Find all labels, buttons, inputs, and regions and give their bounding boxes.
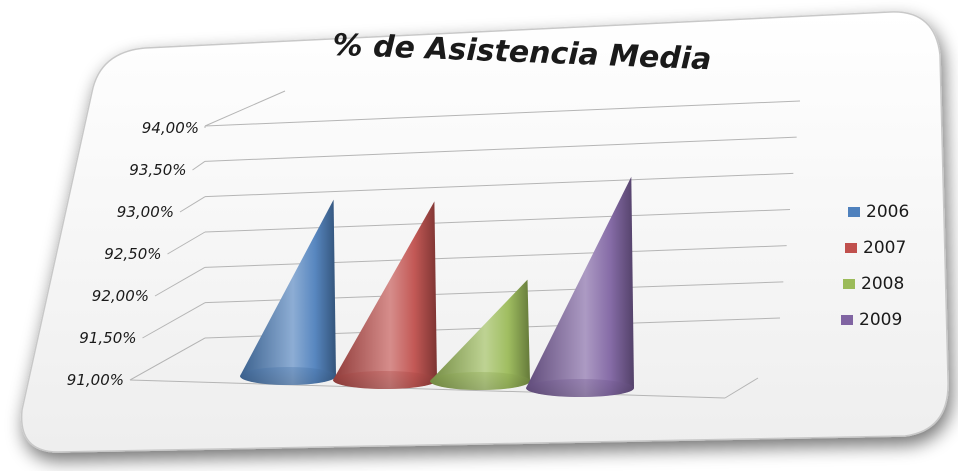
legend-label: 2006 xyxy=(866,202,909,222)
legend-swatch xyxy=(845,243,857,253)
gridline xyxy=(204,209,791,233)
gridline xyxy=(204,136,797,162)
cone-2006 xyxy=(240,199,336,385)
legend-label: 2007 xyxy=(863,238,906,258)
cone-2007 xyxy=(333,201,437,389)
legend-item-2008: 2008 xyxy=(843,274,904,294)
cone-body xyxy=(430,279,530,390)
chart-card xyxy=(20,11,949,453)
y-tick-label: 91,00% xyxy=(67,371,124,389)
y-tick-label: 92,50% xyxy=(104,245,161,263)
legend-swatch xyxy=(841,315,853,325)
gridline-side xyxy=(192,160,206,171)
cone-base xyxy=(333,371,437,389)
cone-base xyxy=(430,372,530,390)
y-tick-label: 93,00% xyxy=(117,203,174,221)
cone-body xyxy=(526,176,634,397)
legend-swatch xyxy=(848,207,860,217)
y-tick-label: 94,00% xyxy=(142,119,199,137)
gridline xyxy=(204,172,794,198)
y-axis-ticks: 91,00% 91,50% 92,00% 92,50% 93,00% 93,50% 94,0… xyxy=(67,119,199,389)
legend-item-2009: 2009 xyxy=(841,310,902,330)
y-tick-label: 91,50% xyxy=(79,329,136,347)
cone-2008 xyxy=(430,279,530,390)
cone-body xyxy=(333,201,437,389)
legend-item-2007: 2007 xyxy=(845,238,906,258)
legend-item-2006: 2006 xyxy=(848,202,909,222)
gridline-side xyxy=(129,337,206,381)
gridline-side xyxy=(179,196,206,213)
cone-marks xyxy=(240,176,634,397)
legend: 2006 2007 2008 2009 xyxy=(841,202,909,330)
gridline xyxy=(204,100,801,127)
gridline-side xyxy=(142,302,206,339)
legend-label: 2008 xyxy=(861,274,904,294)
gridline-side xyxy=(154,266,206,297)
cone-body xyxy=(240,199,336,385)
cone-2009 xyxy=(526,176,634,397)
cone-base xyxy=(526,379,634,397)
cone-base xyxy=(240,367,336,385)
legend-label: 2009 xyxy=(859,310,902,330)
y-tick-label: 93,50% xyxy=(129,161,186,179)
gridline-side xyxy=(167,231,206,255)
legend-swatch xyxy=(843,279,855,289)
y-tick-label: 92,00% xyxy=(92,287,149,305)
